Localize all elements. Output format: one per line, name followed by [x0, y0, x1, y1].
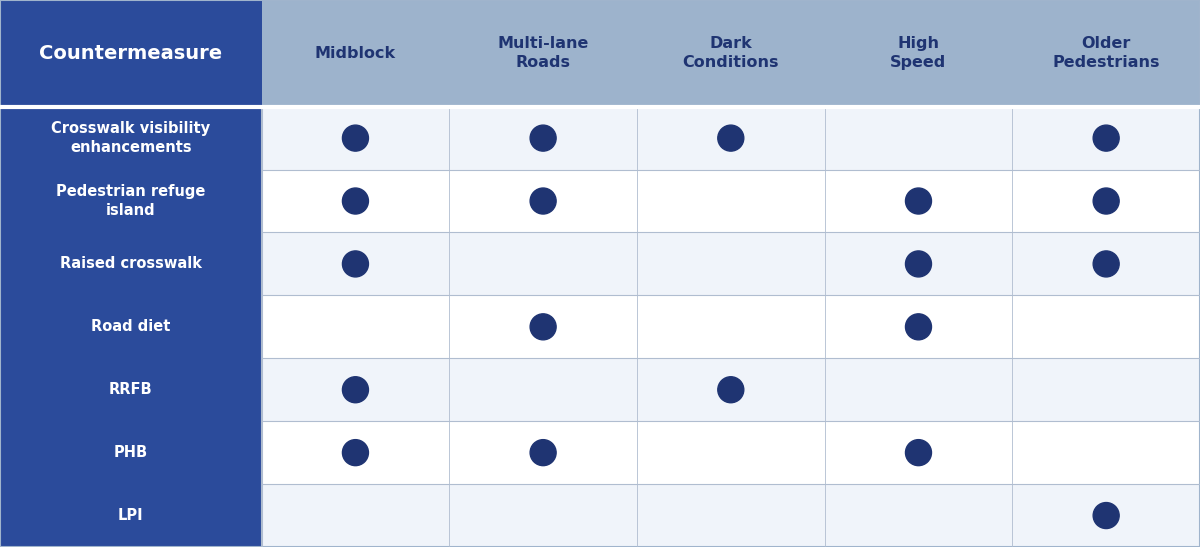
FancyBboxPatch shape: [449, 0, 637, 107]
Circle shape: [342, 377, 368, 403]
FancyBboxPatch shape: [824, 421, 1013, 484]
Text: Countermeasure: Countermeasure: [40, 44, 222, 63]
Text: Midblock: Midblock: [314, 46, 396, 61]
FancyBboxPatch shape: [1013, 295, 1200, 358]
FancyBboxPatch shape: [0, 170, 262, 232]
FancyBboxPatch shape: [0, 358, 262, 421]
FancyBboxPatch shape: [449, 107, 637, 170]
FancyBboxPatch shape: [0, 295, 262, 358]
Circle shape: [906, 440, 931, 465]
FancyBboxPatch shape: [262, 107, 449, 170]
Circle shape: [530, 188, 556, 214]
Circle shape: [906, 188, 931, 214]
Text: High
Speed: High Speed: [890, 36, 947, 71]
FancyBboxPatch shape: [262, 0, 449, 107]
Circle shape: [342, 125, 368, 151]
FancyBboxPatch shape: [0, 421, 262, 484]
Circle shape: [342, 251, 368, 277]
Text: Raised crosswalk: Raised crosswalk: [60, 257, 202, 271]
Circle shape: [530, 440, 556, 465]
FancyBboxPatch shape: [824, 295, 1013, 358]
Circle shape: [906, 251, 931, 277]
Circle shape: [718, 377, 744, 403]
Text: Older
Pedestrians: Older Pedestrians: [1052, 36, 1160, 71]
FancyBboxPatch shape: [262, 421, 449, 484]
FancyBboxPatch shape: [637, 170, 824, 232]
Text: LPI: LPI: [118, 508, 144, 523]
FancyBboxPatch shape: [824, 358, 1013, 421]
Text: Multi-lane
Roads: Multi-lane Roads: [498, 36, 589, 71]
FancyBboxPatch shape: [449, 421, 637, 484]
FancyBboxPatch shape: [1013, 170, 1200, 232]
FancyBboxPatch shape: [637, 295, 824, 358]
Circle shape: [530, 314, 556, 340]
FancyBboxPatch shape: [824, 170, 1013, 232]
Text: Crosswalk visibility
enhancements: Crosswalk visibility enhancements: [52, 121, 210, 155]
FancyBboxPatch shape: [1013, 232, 1200, 295]
FancyBboxPatch shape: [637, 358, 824, 421]
FancyBboxPatch shape: [1013, 0, 1200, 107]
Text: Pedestrian refuge
island: Pedestrian refuge island: [56, 184, 205, 218]
Circle shape: [718, 125, 744, 151]
FancyBboxPatch shape: [449, 358, 637, 421]
FancyBboxPatch shape: [1013, 484, 1200, 547]
Circle shape: [1093, 503, 1120, 528]
FancyBboxPatch shape: [1013, 421, 1200, 484]
FancyBboxPatch shape: [824, 484, 1013, 547]
Circle shape: [342, 188, 368, 214]
FancyBboxPatch shape: [824, 0, 1013, 107]
FancyBboxPatch shape: [1013, 358, 1200, 421]
FancyBboxPatch shape: [637, 484, 824, 547]
Circle shape: [342, 440, 368, 465]
FancyBboxPatch shape: [449, 232, 637, 295]
FancyBboxPatch shape: [637, 421, 824, 484]
Text: PHB: PHB: [114, 445, 148, 460]
Text: Road diet: Road diet: [91, 319, 170, 334]
Text: RRFB: RRFB: [109, 382, 152, 397]
FancyBboxPatch shape: [262, 358, 449, 421]
FancyBboxPatch shape: [637, 107, 824, 170]
Circle shape: [906, 314, 931, 340]
FancyBboxPatch shape: [824, 107, 1013, 170]
FancyBboxPatch shape: [449, 484, 637, 547]
FancyBboxPatch shape: [262, 170, 449, 232]
FancyBboxPatch shape: [0, 232, 262, 295]
FancyBboxPatch shape: [0, 0, 262, 107]
Circle shape: [1093, 125, 1120, 151]
Circle shape: [1093, 188, 1120, 214]
FancyBboxPatch shape: [637, 0, 824, 107]
FancyBboxPatch shape: [0, 107, 262, 170]
FancyBboxPatch shape: [1013, 107, 1200, 170]
FancyBboxPatch shape: [449, 295, 637, 358]
Text: Dark
Conditions: Dark Conditions: [683, 36, 779, 71]
FancyBboxPatch shape: [262, 484, 449, 547]
Circle shape: [1093, 251, 1120, 277]
FancyBboxPatch shape: [637, 232, 824, 295]
FancyBboxPatch shape: [0, 484, 262, 547]
FancyBboxPatch shape: [824, 232, 1013, 295]
FancyBboxPatch shape: [262, 232, 449, 295]
FancyBboxPatch shape: [449, 170, 637, 232]
FancyBboxPatch shape: [262, 295, 449, 358]
Circle shape: [530, 125, 556, 151]
